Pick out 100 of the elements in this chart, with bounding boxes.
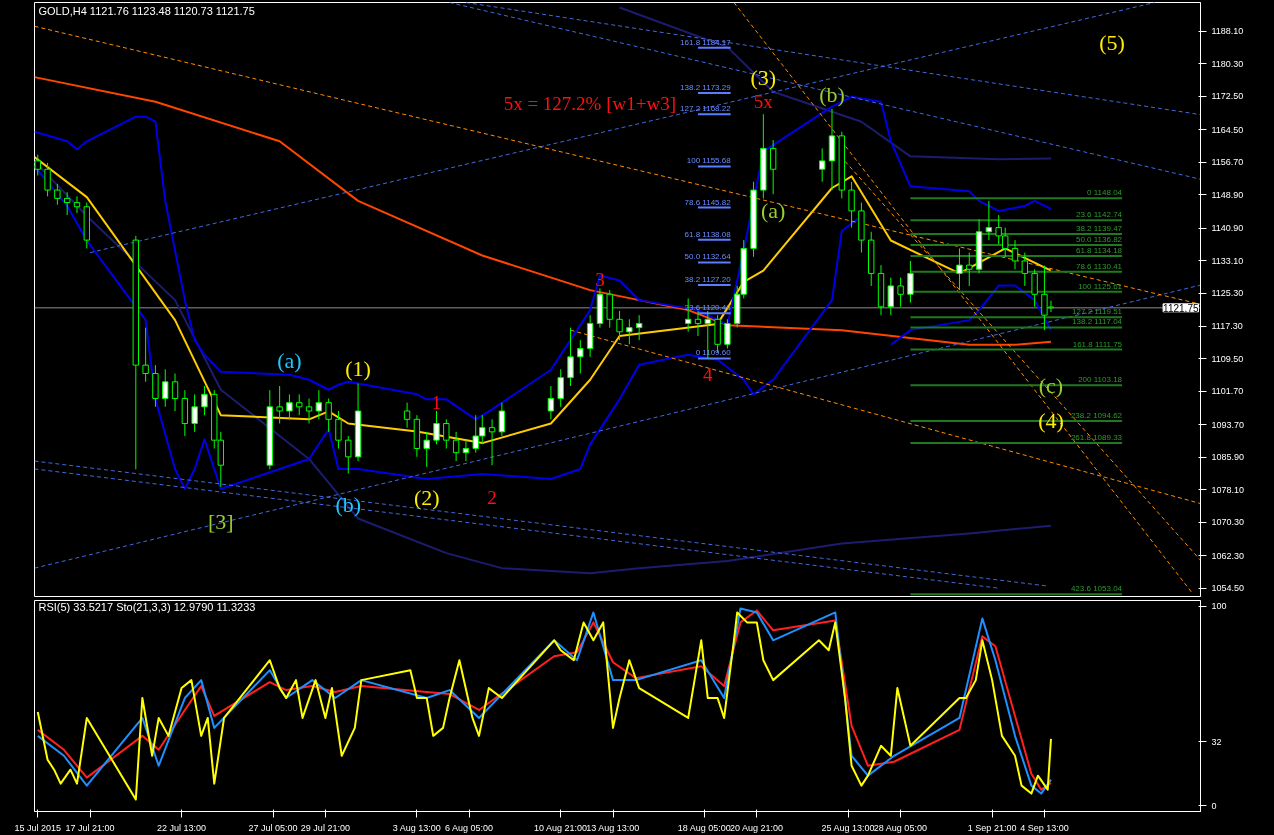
x-tick-label: 28 Aug 05:00 bbox=[873, 822, 927, 833]
annotation: 61.8 1134.18 bbox=[1075, 246, 1123, 256]
y-tick-label: 1085.90 bbox=[1211, 452, 1245, 463]
annotation: 38.2 1127.20 bbox=[684, 275, 732, 285]
candlestick bbox=[73, 195, 81, 214]
y-tick-label: 0 bbox=[1211, 800, 1217, 811]
chart-title: RSI(5) 33.5217 Sto(21,3,3) 12.9790 11.3233 bbox=[38, 600, 256, 613]
y-tick-label: 1093.70 bbox=[1211, 419, 1245, 430]
y-tick-label: 1172.50 bbox=[1211, 91, 1244, 102]
candlestick bbox=[325, 398, 332, 433]
annotation: 127.2 1168.22 bbox=[680, 104, 732, 114]
x-tick-label: 20 Aug 21:00 bbox=[730, 822, 784, 833]
candlestick bbox=[201, 385, 208, 416]
annotation: 200 1103.18 bbox=[1078, 375, 1123, 385]
candlestick bbox=[276, 385, 283, 425]
x-tick-label: 1 Sep 21:00 bbox=[967, 822, 1017, 833]
annotation: 78.6 1145.82 bbox=[684, 197, 732, 207]
y-tick-label: 1156.70 bbox=[1211, 157, 1244, 168]
candlestick bbox=[286, 393, 293, 420]
x-tick-label: 25 Aug 13:00 bbox=[821, 822, 875, 833]
candlestick bbox=[305, 398, 313, 425]
annotation: (a) bbox=[277, 347, 302, 373]
y-tick-label: 1188.10 bbox=[1211, 26, 1244, 37]
y-tick-label: 1062.30 bbox=[1211, 550, 1245, 561]
annotation: 61.8 1138.08 bbox=[684, 229, 732, 239]
annotation: 78.6 1130.41 bbox=[1075, 261, 1123, 271]
candlestick bbox=[818, 147, 826, 183]
y-tick-label: 1180.30 bbox=[1211, 58, 1244, 69]
candlestick bbox=[1031, 268, 1038, 308]
annotation: 238.2 1094.62 bbox=[1070, 410, 1123, 420]
candlestick bbox=[547, 385, 555, 420]
y-tick-label: 100 bbox=[1211, 601, 1227, 612]
candlestick bbox=[635, 314, 643, 341]
candlestick bbox=[985, 200, 993, 241]
y-tick-label: 1054.50 bbox=[1211, 583, 1245, 594]
annotation: 4 bbox=[703, 364, 714, 386]
y-tick-label: 1148.90 bbox=[1211, 189, 1244, 200]
annotation: (a) bbox=[760, 198, 786, 224]
x-tick-label: 6 Aug 05:00 bbox=[444, 822, 493, 833]
annotation: 127.2 1119.51 bbox=[1072, 307, 1123, 317]
candlestick bbox=[1021, 252, 1029, 287]
y-tick-label: 1078.10 bbox=[1211, 484, 1245, 495]
annotation: 5x = 127.2% [w1+w3] bbox=[503, 93, 676, 115]
candlestick bbox=[54, 183, 61, 206]
y-tick-label: 1117.30 bbox=[1211, 321, 1243, 332]
annotation: (1) bbox=[345, 356, 371, 382]
annotation: 261.8 1089.33 bbox=[1070, 432, 1123, 442]
annotation: (3) bbox=[750, 65, 777, 91]
candlestick bbox=[907, 260, 914, 304]
x-tick-label: 17 Jul 21:00 bbox=[65, 822, 115, 833]
x-tick-label: 29 Jul 21:00 bbox=[300, 822, 350, 833]
annotation: (b) bbox=[335, 491, 362, 517]
annotation: 161.8 1111.75 bbox=[1072, 339, 1123, 349]
candlestick bbox=[162, 368, 169, 408]
candlestick bbox=[897, 277, 904, 308]
annotation: 2 bbox=[487, 487, 497, 509]
x-tick-label: 3 Aug 13:00 bbox=[392, 822, 441, 833]
annotation: 5x bbox=[753, 91, 774, 113]
candlestick bbox=[626, 318, 633, 345]
candlestick bbox=[191, 393, 198, 433]
annotation: 50.0 1136.82 bbox=[1075, 235, 1123, 245]
annotation: 138.2 1173.29 bbox=[680, 83, 732, 92]
annotation: 423.6 1053.04 bbox=[1070, 584, 1123, 594]
candlestick bbox=[423, 431, 430, 468]
candlestick bbox=[433, 410, 440, 445]
candlestick bbox=[403, 402, 411, 429]
candlestick bbox=[452, 431, 460, 462]
y-tick-label: 1125.30 bbox=[1211, 288, 1244, 299]
annotation: (5) bbox=[1099, 29, 1125, 55]
x-tick-label: 13 Aug 13:00 bbox=[586, 822, 640, 833]
candlestick bbox=[694, 310, 702, 337]
candlestick bbox=[142, 327, 149, 383]
annotation: 50.0 1132.64 bbox=[684, 252, 732, 262]
y-tick-label: 1101.70 bbox=[1211, 386, 1244, 397]
annotation: (2) bbox=[413, 484, 440, 510]
candlestick bbox=[769, 139, 777, 195]
y-tick-label: 1070.30 bbox=[1211, 517, 1245, 528]
candlestick bbox=[63, 191, 71, 216]
chart-title: GOLD,H4 1121.76 1123.48 1120.73 1121.75 bbox=[38, 4, 255, 17]
annotation: 100 1125.61 bbox=[1078, 281, 1123, 291]
annotation: 100 1155.68 bbox=[686, 156, 732, 166]
candlestick bbox=[567, 327, 574, 387]
y-tick-label: 1133.10 bbox=[1211, 255, 1244, 266]
candlestick bbox=[966, 252, 973, 287]
candlestick bbox=[34, 154, 41, 176]
annotation: (4) bbox=[1038, 408, 1064, 434]
y-tick-label: 1109.50 bbox=[1211, 353, 1244, 364]
candlestick bbox=[848, 181, 855, 229]
y-tick-label: 1140.90 bbox=[1211, 223, 1244, 234]
candlestick bbox=[462, 439, 470, 462]
candlestick bbox=[315, 389, 323, 420]
candlestick bbox=[577, 339, 584, 374]
x-tick-label: 15 Jul 2015 bbox=[14, 822, 62, 833]
y-tick-label: 1164.50 bbox=[1211, 124, 1244, 135]
annotation: (b) bbox=[819, 81, 845, 107]
annotation: 38.2 1139.47 bbox=[1075, 223, 1123, 233]
candlestick bbox=[616, 310, 623, 341]
x-tick-label: 22 Jul 13:00 bbox=[157, 822, 207, 833]
annotation: 0 1148.04 bbox=[1087, 188, 1123, 198]
candlestick bbox=[296, 393, 303, 416]
